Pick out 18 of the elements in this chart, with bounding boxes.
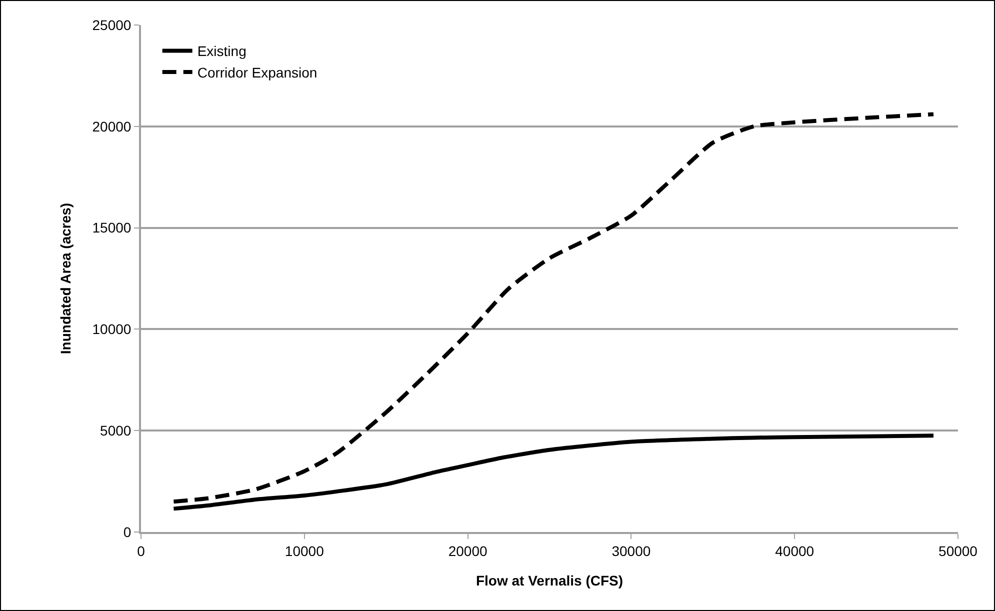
x-tick-label: 10000: [284, 542, 324, 559]
x-tick-label: 50000: [938, 542, 978, 559]
y-tick-label: 0: [123, 524, 132, 540]
y-tick-label: 10000: [92, 321, 132, 338]
x-tick-label: 0: [137, 542, 146, 559]
legend-label: Existing: [197, 43, 246, 60]
x-tick-label: 30000: [612, 542, 651, 559]
y-tick-label: 25000: [92, 16, 132, 33]
y-axis-title: Inundated Area (acres): [57, 202, 74, 354]
x-tick-label: 20000: [448, 542, 488, 559]
legend-label: Corridor Expansion: [197, 64, 318, 80]
y-tick-label: 5000: [100, 422, 132, 438]
y-tick-label: 15000: [92, 220, 132, 236]
line-series: [172, 434, 936, 511]
x-tick-label: 40000: [775, 542, 814, 559]
x-axis-title: Flow at Vernalis (CFS): [476, 572, 624, 589]
line-series: [172, 112, 936, 504]
y-tick-label: 20000: [92, 118, 132, 134]
